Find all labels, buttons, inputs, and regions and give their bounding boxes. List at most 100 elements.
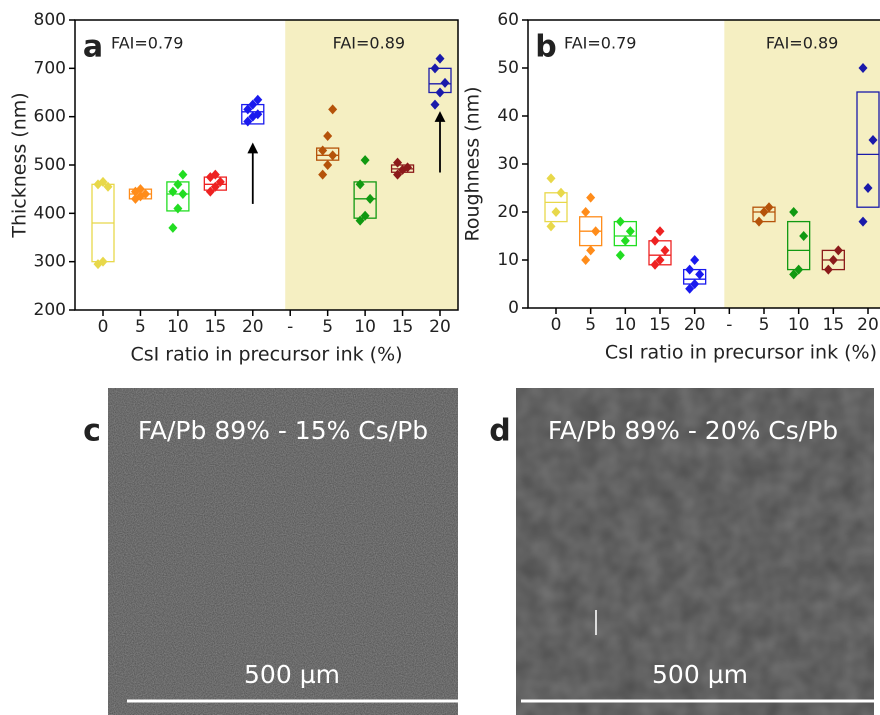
data-point	[546, 173, 556, 184]
y-tick-label: 30	[497, 154, 519, 174]
data-point	[799, 231, 809, 241]
y-tick-label: 800	[34, 10, 66, 30]
data-point	[789, 207, 799, 217]
y-tick-label: 500	[34, 155, 66, 175]
data-point	[393, 157, 403, 168]
data-point	[440, 77, 450, 88]
data-point	[173, 203, 183, 214]
x-tick-label: 20	[684, 315, 706, 335]
data-point	[435, 87, 445, 98]
annotation: FAI=0.79	[111, 34, 183, 53]
data-point	[215, 176, 225, 187]
data-point	[328, 150, 338, 161]
data-point	[168, 186, 178, 197]
x-tick-label: 5	[135, 317, 146, 337]
x-tick-label: 10	[615, 315, 637, 335]
data-point	[435, 53, 445, 64]
x-axis-label: CsI ratio in precursor ink (%)	[605, 342, 877, 364]
scale-label: 500 µm	[652, 660, 748, 689]
y-tick-label: 200	[34, 300, 66, 320]
data-point	[685, 264, 695, 275]
data-point	[823, 264, 833, 275]
panel-label: b	[535, 30, 556, 65]
panel-d: d FA/Pb 89% - 20% Cs/Pb 500 µm	[489, 388, 874, 715]
data-point	[581, 207, 591, 217]
data-point	[360, 210, 370, 221]
data-point	[655, 226, 665, 237]
y-axis-label: Roughness (nm)	[462, 86, 484, 241]
x-tick-label: 15	[205, 317, 227, 337]
data-point	[615, 250, 625, 261]
data-point	[695, 269, 705, 280]
data-point	[868, 135, 878, 145]
x-tick-label: -	[287, 317, 293, 337]
x-tick-label: 20	[429, 317, 451, 337]
data-point	[98, 256, 108, 267]
data-point	[794, 264, 804, 275]
data-point	[328, 104, 338, 115]
x-tick-label: 5	[759, 315, 770, 335]
chart-a: 200 300 400 500 600 700 800 0 5 10 15 20 - 5 10 15 20 a FA…	[9, 10, 459, 366]
scale-label: 500 µm	[244, 660, 340, 689]
data-point	[98, 176, 108, 187]
x-tick-label: 20	[242, 317, 264, 337]
x-tick-label: 15	[649, 315, 671, 335]
data-point	[178, 169, 188, 180]
annotation: FAI=0.89	[766, 34, 838, 53]
data-point	[210, 181, 220, 192]
data-point	[323, 160, 333, 170]
x-tick-label: -	[726, 315, 732, 335]
data-point	[360, 155, 370, 166]
data-point	[625, 226, 635, 237]
x-tick-label: 10	[788, 315, 810, 335]
data-point	[318, 145, 328, 156]
data-point	[551, 207, 561, 217]
x-tick-label: 10	[167, 317, 189, 337]
highlight-region	[724, 20, 880, 308]
x-tick-label: 10	[354, 317, 376, 337]
annotation: FAI=0.79	[564, 34, 636, 53]
data-point	[253, 94, 263, 105]
data-point	[243, 104, 253, 115]
x-tick-label: 15	[392, 317, 414, 337]
sem-texture	[108, 388, 458, 715]
y-tick-label: 40	[497, 106, 519, 126]
data-point	[178, 189, 188, 199]
data-point	[103, 181, 113, 192]
y-tick-label: 60	[497, 10, 519, 30]
data-point	[690, 279, 700, 289]
data-point	[863, 183, 873, 193]
x-axis-label: CsI ratio in precursor ink (%)	[130, 344, 402, 366]
data-point	[323, 131, 333, 141]
data-point	[253, 109, 263, 120]
annotation: FAI=0.89	[333, 34, 405, 53]
data-point	[403, 162, 413, 173]
y-tick-label: 0	[508, 298, 519, 318]
y-tick-label: 50	[497, 58, 519, 78]
data-point	[430, 63, 440, 74]
x-tick-label: 20	[857, 315, 879, 335]
data-point	[355, 179, 365, 190]
data-point	[243, 116, 253, 127]
panel-c: c FA/Pb 89% - 15% Cs/Pb 500 µm	[83, 388, 458, 715]
y-tick-label: 10	[497, 250, 519, 270]
x-tick-label: 5	[322, 317, 333, 337]
data-point	[754, 216, 764, 227]
data-point	[789, 269, 799, 280]
data-point	[248, 99, 258, 110]
data-point	[318, 169, 328, 180]
data-point	[828, 255, 838, 265]
data-point	[655, 255, 665, 265]
data-point	[430, 99, 440, 110]
data-point	[650, 235, 660, 246]
panel-label: d	[489, 414, 510, 449]
data-point	[833, 245, 843, 256]
data-point	[365, 193, 375, 204]
x-tick-label: 5	[585, 315, 596, 335]
x-tick-label: 0	[551, 315, 562, 335]
y-tick-label: 300	[34, 252, 66, 272]
panel-label: c	[83, 414, 101, 449]
data-point	[591, 226, 601, 237]
